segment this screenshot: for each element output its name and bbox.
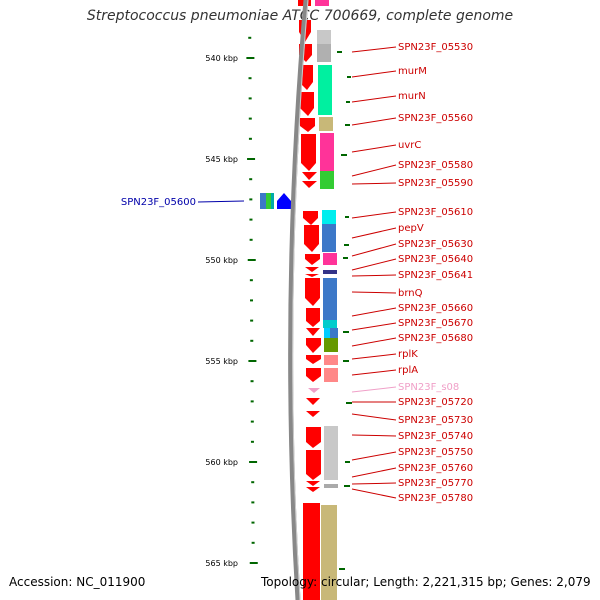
tick-label: 560 kbp: [205, 458, 238, 467]
gene-label[interactable]: SPN23F_05750: [398, 447, 473, 458]
minor-tick: [250, 339, 254, 342]
gene-label[interactable]: SPN23F_05641: [398, 270, 473, 281]
gene-label[interactable]: SPN23F_05610: [398, 207, 473, 218]
gene-label[interactable]: rplA: [398, 365, 418, 376]
tick-label: 555 kbp: [205, 357, 238, 366]
gene-leader-line: [351, 227, 397, 239]
gene-leader-line: [351, 243, 397, 257]
gene-label[interactable]: SPN23F_05530: [398, 42, 473, 53]
gene-label[interactable]: brnQ: [398, 288, 423, 299]
minor-tick: [250, 319, 254, 322]
major-tick: [249, 461, 258, 463]
gene-label[interactable]: pepV: [398, 223, 424, 234]
major-tick: [247, 259, 256, 261]
minor-tick: [249, 178, 253, 181]
major-tick: [247, 158, 256, 160]
gene-label[interactable]: SPN23F_05630: [398, 239, 473, 250]
gene-leader-line: [351, 369, 397, 376]
minor-tick: [251, 501, 255, 504]
gene-leader-line: [351, 488, 397, 499]
gene-leader-line: [351, 413, 397, 421]
gene-label[interactable]: SPN23F_05720: [398, 397, 473, 408]
gene-leader-line: [351, 291, 397, 294]
gene-label[interactable]: SPN23F_05740: [398, 431, 473, 442]
gene-label[interactable]: SPN23F_05600: [121, 197, 196, 208]
gene-label[interactable]: SPN23F_05680: [398, 333, 473, 344]
gene-leader-line: [351, 467, 397, 478]
gene-label[interactable]: SPN23F_05780: [398, 493, 473, 504]
gene-leader-line: [351, 164, 397, 177]
gene-leader-line: [351, 434, 397, 437]
map-title: Streptococcus pneumoniae ATCC 700669, co…: [86, 8, 514, 24]
gene-leader-line: [351, 307, 397, 317]
gene-label[interactable]: uvrC: [398, 140, 421, 151]
minor-tick: [250, 420, 254, 423]
gene-leader-line: [351, 144, 397, 153]
gene-label[interactable]: SPN23F_05590: [398, 178, 473, 189]
tick-label: 540 kbp: [205, 54, 238, 63]
gene-label[interactable]: SPN23F_05760: [398, 463, 473, 474]
minor-tick: [250, 299, 254, 302]
gene-leader-line: [351, 322, 397, 331]
topology-text: Topology: circular; Length: 2,221,315 bp…: [261, 575, 591, 589]
gene-leader-line: [197, 200, 245, 203]
accession-text: Accession: NC_011900: [9, 575, 146, 589]
gene-label[interactable]: SPN23F_s08: [398, 382, 459, 393]
major-tick: [249, 562, 258, 564]
major-tick: [246, 57, 255, 59]
minor-tick: [249, 238, 253, 241]
minor-tick: [248, 36, 252, 39]
reverse-strand-genes: [260, 193, 291, 209]
gene-leader-line: [351, 274, 397, 277]
minor-tick: [248, 77, 252, 80]
minor-tick: [248, 117, 252, 120]
gene-leader-line: [351, 117, 397, 126]
gene-leader-line: [351, 46, 397, 53]
gene-label[interactable]: murN: [398, 91, 426, 102]
gene-leader-line: [351, 182, 397, 185]
major-tick: [248, 360, 257, 362]
tick-label: 545 kbp: [205, 155, 238, 164]
minor-tick: [251, 481, 255, 484]
genome-backbone: [288, 0, 309, 600]
gene-label[interactable]: SPN23F_05640: [398, 254, 473, 265]
gene-leader-line: [351, 451, 397, 461]
gene-label[interactable]: SPN23F_05660: [398, 303, 473, 314]
gene-leader-line: [351, 95, 397, 103]
minor-tick: [250, 380, 254, 383]
gene-label[interactable]: SPN23F_05560: [398, 113, 473, 124]
minor-tick: [250, 440, 254, 443]
minor-tick: [250, 400, 254, 403]
tick-label: 550 kbp: [205, 256, 238, 265]
gene-label[interactable]: SPN23F_05670: [398, 318, 473, 329]
gene-leader-line: [351, 258, 397, 271]
cog-track: [315, 0, 338, 600]
minor-tick: [249, 198, 253, 201]
gene-label[interactable]: murM: [398, 66, 427, 77]
track-gap-markers: [337, 51, 352, 570]
gene-leader-line: [351, 70, 397, 78]
gene-leader-line: [351, 337, 397, 347]
gene-leader-line: [351, 353, 397, 360]
gene-label[interactable]: SPN23F_05770: [398, 478, 473, 489]
coordinate-ticks: 540 kbp 545 kbp 550 kbp 555 kbp 560 kbp 565 k…: [205, 36, 258, 568]
minor-tick: [251, 541, 255, 544]
tick-label: 565 kbp: [205, 559, 238, 568]
gene-label[interactable]: rplK: [398, 349, 418, 360]
minor-tick: [248, 137, 252, 140]
minor-tick: [251, 521, 255, 524]
minor-tick: [248, 97, 252, 100]
feature-track: [260, 0, 352, 600]
gene-label[interactable]: SPN23F_05730: [398, 415, 473, 426]
gene-leader-line: [351, 211, 397, 219]
gene-labels: SPN23F_05530 murM murN SPN23F_05560 uvrC SPN2…: [121, 42, 473, 504]
gene-leader-line: [351, 482, 397, 485]
minor-tick: [249, 279, 253, 282]
gene-label[interactable]: SPN23F_05580: [398, 160, 473, 171]
minor-tick: [249, 218, 253, 221]
gene-leader-line: [351, 386, 397, 393]
